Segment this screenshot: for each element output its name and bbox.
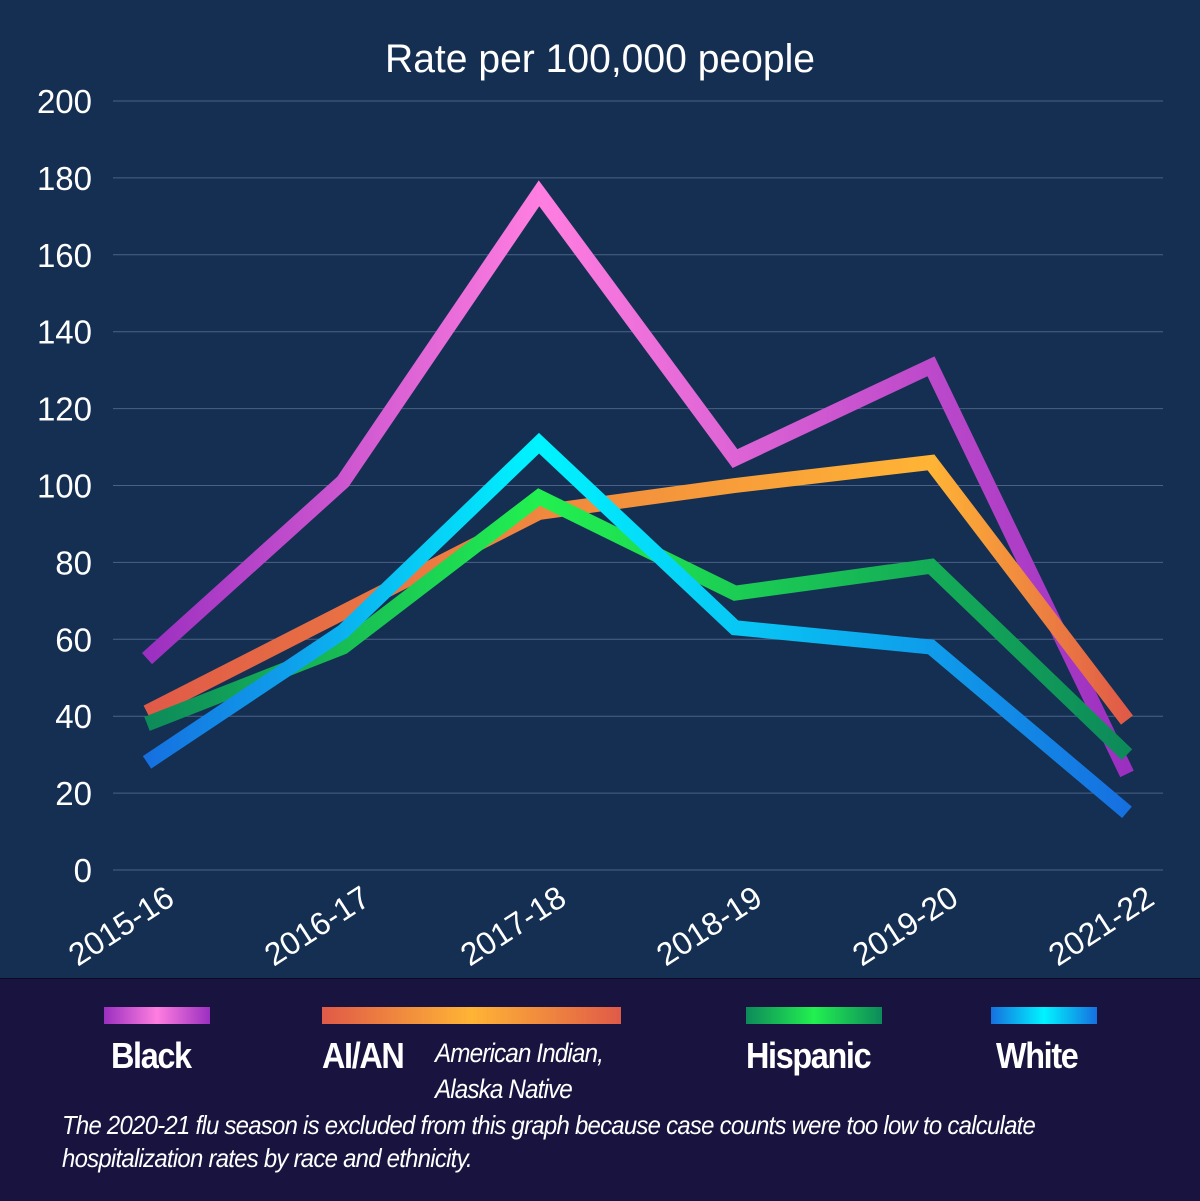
line-chart: Rate per 100,000 people 0 20 40 60 80 100 120 1… [0,0,1200,978]
legend-sublabel-line1: American Indian, [435,1035,603,1071]
x-tick-label: 2016-17 [258,879,376,973]
legend: Black AI/AN American Indian, Alaska Nati… [0,978,1200,1201]
x-tick-label: 2015-16 [62,879,180,973]
x-tick-label: 2017-18 [454,879,572,973]
y-tick-label: 140 [37,314,92,351]
legend-label-aian: AI/AN [322,1035,403,1077]
legend-sublabel-line2: Alaska Native [435,1071,603,1107]
legend-label-black: Black [111,1035,191,1077]
legend-label-white: White [996,1035,1077,1077]
legend-swatch-aian [322,1007,621,1024]
x-tick-label: 2019-20 [846,879,964,973]
y-tick-label: 200 [37,83,92,120]
legend-swatch-black [104,1007,210,1024]
legend-label-hispanic: Hispanic [746,1035,870,1077]
y-tick-label: 20 [55,775,92,812]
legend-swatch-hispanic [746,1007,882,1024]
y-tick-label: 0 [74,852,92,889]
legend-swatch-white [991,1007,1097,1024]
footnote: The 2020-21 flu season is excluded from … [62,1109,1111,1175]
legend-sublabel-aian: American Indian, Alaska Native [435,1035,603,1107]
chart-area: Rate per 100,000 people 0 20 40 60 80 100 120 1… [0,0,1200,978]
y-tick-label: 160 [37,237,92,274]
y-tick-label: 60 [55,621,92,658]
x-tick-label: 2018-19 [650,879,768,973]
y-tick-label: 120 [37,391,92,428]
y-tick-label: 40 [55,698,92,735]
y-tick-label: 180 [37,160,92,197]
chart-title: Rate per 100,000 people [385,37,815,81]
x-tick-label: 2021-22 [1042,879,1160,973]
y-tick-label: 80 [55,544,92,581]
y-tick-label: 100 [37,468,92,505]
